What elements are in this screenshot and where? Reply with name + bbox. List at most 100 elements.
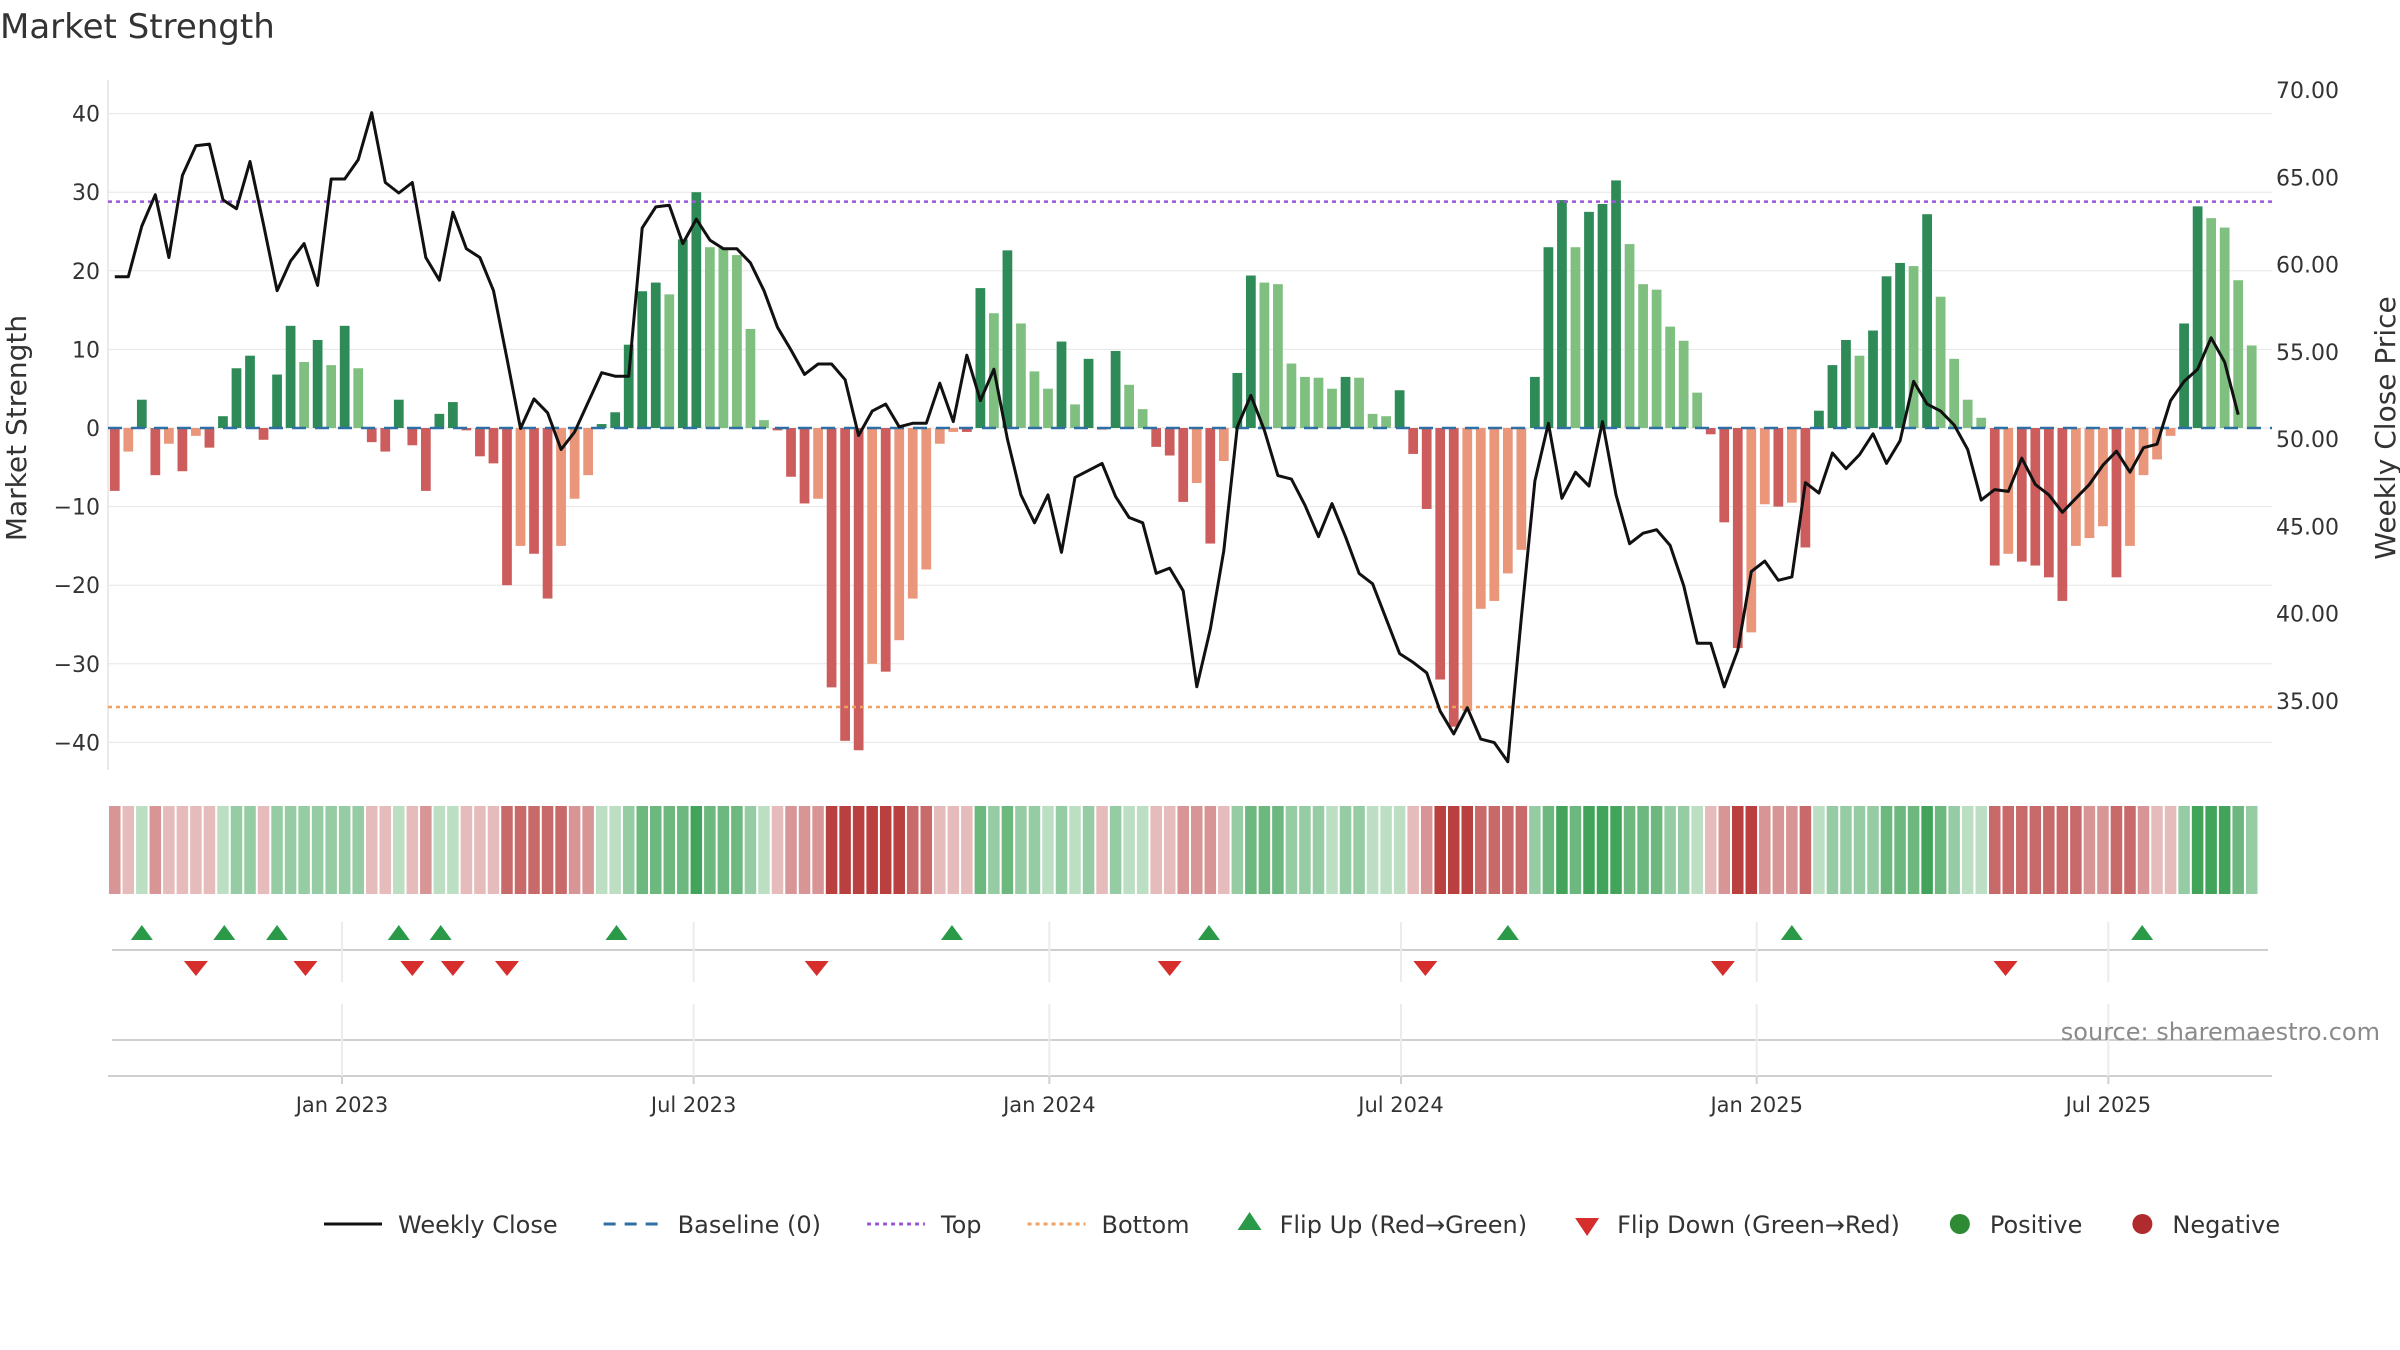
regime-cell bbox=[1867, 806, 1879, 894]
grid bbox=[107, 80, 2272, 770]
strength-bar bbox=[109, 428, 120, 491]
strength-bar bbox=[1881, 276, 1892, 428]
regime-cell bbox=[1028, 806, 1041, 894]
strength-bar bbox=[1408, 428, 1419, 454]
strength-bar bbox=[1841, 339, 1851, 428]
weekly-close-line bbox=[114, 111, 2240, 764]
strength-bar bbox=[1516, 428, 1527, 550]
axes: 40 30 20 10 0 −10 −20 −30 −40 70.00 65.00 60.00 55.0… bbox=[0, 79, 2400, 756]
regime-cell bbox=[1813, 806, 1825, 894]
strength-bar bbox=[1070, 404, 1080, 428]
regime-cell bbox=[1042, 806, 1054, 894]
regime-cell bbox=[2083, 806, 2096, 894]
regime-cell bbox=[1163, 806, 1176, 894]
strength-bar bbox=[2138, 428, 2149, 476]
strength-bar bbox=[1475, 428, 1486, 609]
strength-bar bbox=[623, 344, 634, 428]
strength-bar bbox=[1435, 428, 1446, 680]
flip-down-marker bbox=[400, 961, 425, 976]
strength-bar bbox=[1218, 428, 1229, 462]
strength-bar bbox=[1164, 428, 1175, 456]
regime-cell bbox=[1136, 806, 1149, 894]
regime-cell bbox=[934, 806, 946, 894]
strength-bar bbox=[2043, 428, 2054, 578]
regime-cell bbox=[136, 806, 148, 894]
regime-cell bbox=[541, 806, 554, 894]
flip-up-marker bbox=[1780, 925, 1803, 940]
strength-bar bbox=[2206, 218, 2217, 428]
regime-cell bbox=[1961, 806, 1974, 894]
regime-cell bbox=[230, 806, 243, 894]
strength-bars bbox=[109, 180, 2257, 751]
regime-cell bbox=[677, 806, 689, 894]
strength-bar bbox=[664, 294, 675, 428]
strength-bar bbox=[2071, 428, 2081, 546]
regime-cell bbox=[501, 806, 513, 894]
flip-down-marker bbox=[1710, 961, 1735, 976]
strength-bar bbox=[759, 420, 769, 428]
strength-bar bbox=[1016, 323, 1026, 428]
strength-bar bbox=[1205, 428, 1216, 544]
legend-item: Weekly Close bbox=[324, 1211, 558, 1239]
regime-cell bbox=[812, 806, 824, 894]
flip-down-marker bbox=[293, 961, 318, 976]
regime-cell bbox=[2151, 806, 2163, 894]
regime-cell bbox=[1285, 806, 1298, 894]
chart-title: Market Strength bbox=[0, 7, 275, 47]
strength-bar bbox=[1557, 200, 1567, 428]
strength-bar bbox=[2098, 428, 2108, 527]
strength-bar bbox=[1245, 275, 1256, 428]
regime-cell bbox=[622, 806, 635, 894]
flip-down-marker bbox=[804, 961, 829, 976]
strength-bar bbox=[1827, 365, 1838, 428]
regime-cell bbox=[568, 806, 581, 894]
regime-cell bbox=[1461, 806, 1474, 894]
strength-bar bbox=[745, 328, 756, 428]
strength-bar bbox=[556, 428, 566, 546]
y2-axis-label: Weekly Close Price bbox=[2369, 296, 2400, 559]
y2-tick-label: 65.00 bbox=[2276, 166, 2339, 191]
regime-cell bbox=[1934, 806, 1947, 894]
strength-bar bbox=[353, 368, 364, 428]
strength-bar bbox=[312, 339, 323, 428]
strength-bar bbox=[704, 247, 715, 428]
regime-cell bbox=[474, 806, 486, 894]
strength-bar bbox=[853, 428, 864, 751]
strength-bar bbox=[136, 399, 147, 428]
flip-down-marker bbox=[183, 961, 208, 976]
regime-cell bbox=[1082, 806, 1095, 894]
regime-cell bbox=[379, 806, 392, 894]
strength-bar bbox=[1773, 428, 1784, 507]
regime-cell bbox=[2164, 806, 2177, 894]
flip-markers bbox=[112, 925, 2268, 1041]
strength-bar bbox=[1814, 410, 1824, 428]
regime-cell bbox=[2137, 806, 2150, 894]
regime-cell bbox=[1826, 806, 1839, 894]
strength-bar bbox=[326, 365, 337, 428]
strength-bar bbox=[867, 428, 878, 664]
regime-cell bbox=[1786, 806, 1798, 894]
regime-cell bbox=[122, 806, 135, 894]
strength-bar bbox=[1868, 330, 1878, 428]
flip-up-marker bbox=[2131, 925, 2154, 940]
regime-cell bbox=[217, 806, 229, 894]
date-tick-label: Jan 2023 bbox=[294, 1093, 389, 1117]
regime-cell bbox=[2029, 806, 2042, 894]
strength-bar bbox=[650, 282, 661, 428]
regime-cell bbox=[852, 806, 865, 894]
flip-up-marker bbox=[605, 925, 628, 940]
regime-cell bbox=[1407, 806, 1419, 894]
regime-cell bbox=[1123, 806, 1135, 894]
strength-bar bbox=[2246, 345, 2257, 428]
regime-cell bbox=[298, 806, 310, 894]
strength-bar bbox=[488, 428, 499, 464]
regime-cell bbox=[704, 806, 716, 894]
strength-bar bbox=[677, 239, 688, 428]
regime-cell bbox=[839, 806, 851, 894]
strength-bar bbox=[786, 428, 796, 477]
strength-bar bbox=[1191, 428, 1202, 484]
regime-cell bbox=[1380, 806, 1392, 894]
strength-bar bbox=[1286, 363, 1297, 428]
regime-cell bbox=[771, 806, 784, 894]
strength-bar bbox=[1273, 284, 1283, 428]
